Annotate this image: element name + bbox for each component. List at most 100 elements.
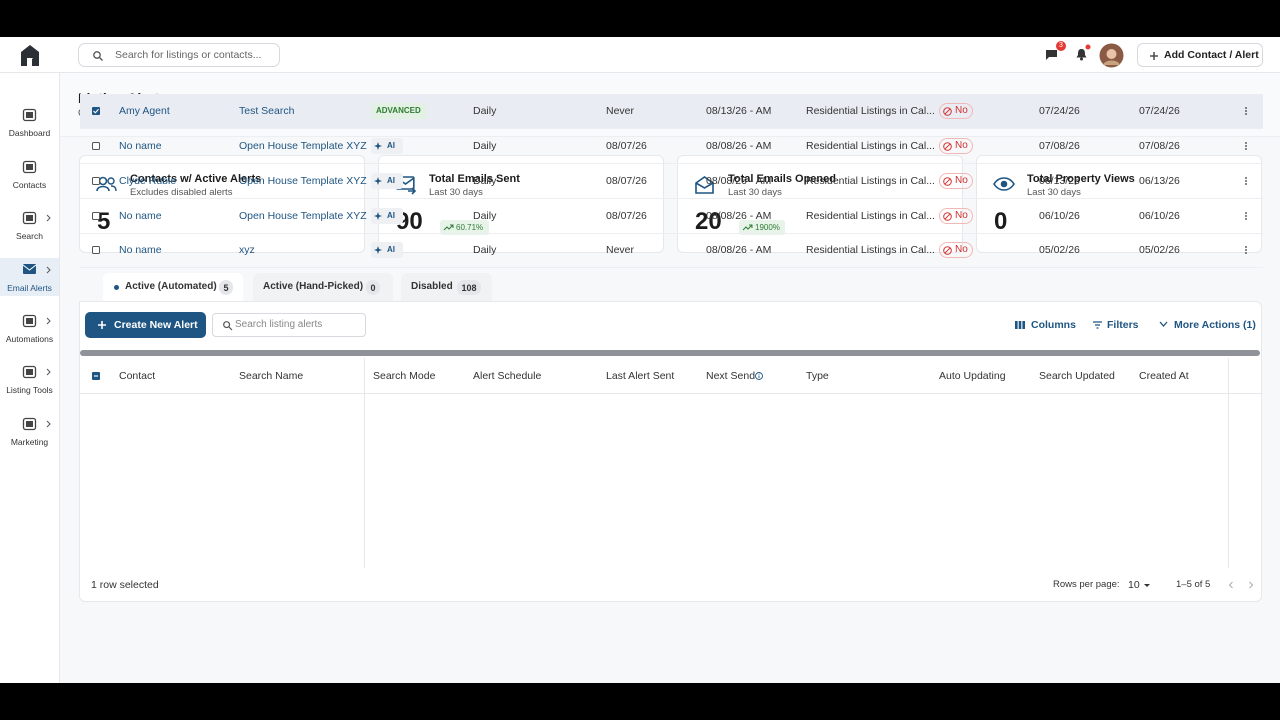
create-alert-button[interactable]: Create New Alert (85, 312, 206, 338)
row-menu-part (1245, 107, 1247, 109)
cell[interactable]: Test Search (239, 105, 295, 117)
table-row[interactable] (80, 199, 1263, 234)
logo (21, 45, 39, 66)
tab[interactable]: Active (Automated) 5 (103, 273, 243, 302)
more-actions-button[interactable]: More Actions (1) (1174, 319, 1256, 331)
alert-search[interactable]: Search listing alerts (212, 313, 366, 337)
cell: 05/02/26 (1039, 244, 1080, 256)
cell[interactable]: No name (119, 244, 162, 256)
nav-label[interactable]: Contacts (12, 180, 47, 190)
tab-label[interactable]: Disabled (411, 281, 453, 292)
row-menu-part (1245, 177, 1247, 179)
nav-chevron (46, 214, 51, 222)
stat-title: Total Property Views (1027, 173, 1135, 185)
cell: 08/13/26 - AM (706, 105, 772, 117)
checkbox (92, 107, 100, 115)
table-row[interactable] (80, 94, 1263, 129)
row-menu-part (1245, 148, 1247, 150)
cell[interactable]: Amy Agent (119, 105, 170, 117)
column-header[interactable]: Type (806, 370, 829, 382)
nav-icon-part (26, 369, 33, 375)
cell[interactable]: Open House Template XYZ (239, 210, 367, 222)
checkbox (92, 246, 100, 254)
checkbox-part (92, 212, 100, 220)
nav-icon-part (26, 421, 33, 427)
tab-count: 5 (223, 282, 229, 293)
stat-subtitle: Excludes disabled alerts (130, 187, 233, 198)
filters-button[interactable]: Filters (1107, 319, 1139, 331)
chevron-icon (1159, 321, 1168, 327)
columns-icon-part (1018, 321, 1022, 329)
nav-chevron-part (46, 266, 51, 274)
cell[interactable]: Open House Template XYZ (239, 140, 367, 152)
create-alert-label: Create New Alert (114, 319, 198, 331)
global-search[interactable]: Search for listings or contacts... (78, 43, 280, 67)
rows-per-page-caret (1144, 584, 1150, 587)
row-menu (1245, 142, 1247, 150)
cell[interactable]: Clyde Ruble (119, 175, 177, 187)
table-row[interactable] (80, 129, 1263, 164)
row-menu (1245, 107, 1247, 115)
nav-icon-part (22, 417, 37, 431)
stat-subtitle: Last 30 days (728, 187, 782, 198)
disabled-icon-part (944, 213, 951, 220)
rows-per-page[interactable]: 10 (1128, 579, 1140, 591)
nav-label[interactable]: Automations (5, 334, 54, 344)
tab-label[interactable]: Active (Hand-Picked) (263, 281, 364, 292)
column-header[interactable]: Search Updated (1039, 370, 1115, 382)
column-header[interactable]: Auto Updating (939, 370, 1006, 382)
nav-icon-part (26, 215, 33, 221)
tab-dot (114, 285, 119, 290)
avatar-part (1106, 49, 1117, 59)
disabled-icon-part (944, 178, 951, 185)
table-row[interactable] (80, 164, 1263, 199)
tab-count: 0 (370, 282, 376, 293)
nav-label[interactable]: Dashboard (8, 128, 51, 138)
column-header[interactable]: Contact (119, 370, 156, 382)
rows-per-page-caret-part (1144, 584, 1150, 587)
nav-icon-part (26, 112, 33, 118)
nav-icon-part (22, 211, 37, 225)
cell: Residential Listings in Cal... (806, 210, 935, 222)
cell: 08/08/26 - AM (706, 175, 772, 187)
column-header[interactable]: Alert Schedule (473, 370, 542, 382)
cell: Daily (473, 175, 497, 187)
disabled-icon (943, 142, 952, 151)
cell[interactable]: xyz (239, 244, 255, 256)
nav-icon-part (23, 264, 36, 274)
trend-icon (742, 224, 753, 231)
columns-button[interactable]: Columns (1031, 319, 1076, 331)
info-icon-part (758, 373, 760, 375)
column-header[interactable]: Last Alert Sent (606, 370, 675, 382)
column-header[interactable]: Next Send (706, 370, 756, 382)
row-menu (1245, 177, 1247, 185)
column-header[interactable]: Search Mode (373, 370, 436, 382)
row-menu (1245, 246, 1247, 254)
add-contact-button[interactable]: Add Contact / Alert (1137, 43, 1263, 67)
nav-icon (22, 417, 37, 431)
column-header[interactable]: Search Name (239, 370, 304, 382)
disabled-icon-part (944, 247, 951, 254)
nav-label[interactable]: Marketing (10, 437, 49, 447)
nav-icon-part (22, 264, 37, 271)
tab[interactable]: Disabled 108 (401, 273, 492, 302)
auto-updating-badge: No (939, 173, 973, 189)
cell[interactable]: No name (119, 210, 162, 222)
cell[interactable]: No name (119, 140, 162, 152)
disabled-icon-part (943, 177, 952, 186)
column-header[interactable]: Created At (1139, 370, 1189, 382)
selected-count: 1 row selected (91, 579, 159, 591)
nav-label[interactable]: Search (16, 231, 43, 241)
row-menu (1245, 212, 1247, 220)
table-row[interactable] (80, 233, 1263, 268)
row-menu-part (1245, 183, 1247, 185)
mode-label: AI (387, 141, 395, 150)
tab-label[interactable]: Active (Automated) (125, 281, 217, 292)
disabled-icon-part (943, 107, 952, 116)
auto-updating-label: No (955, 210, 968, 221)
tab[interactable]: Active (Hand-Picked) 0 (253, 273, 393, 302)
nav-label[interactable]: Email Alerts (7, 283, 52, 293)
cell[interactable]: Open House Template XYZ (239, 175, 367, 187)
nav-label[interactable]: Listing Tools (6, 385, 53, 395)
nav-icon-part (22, 160, 37, 174)
